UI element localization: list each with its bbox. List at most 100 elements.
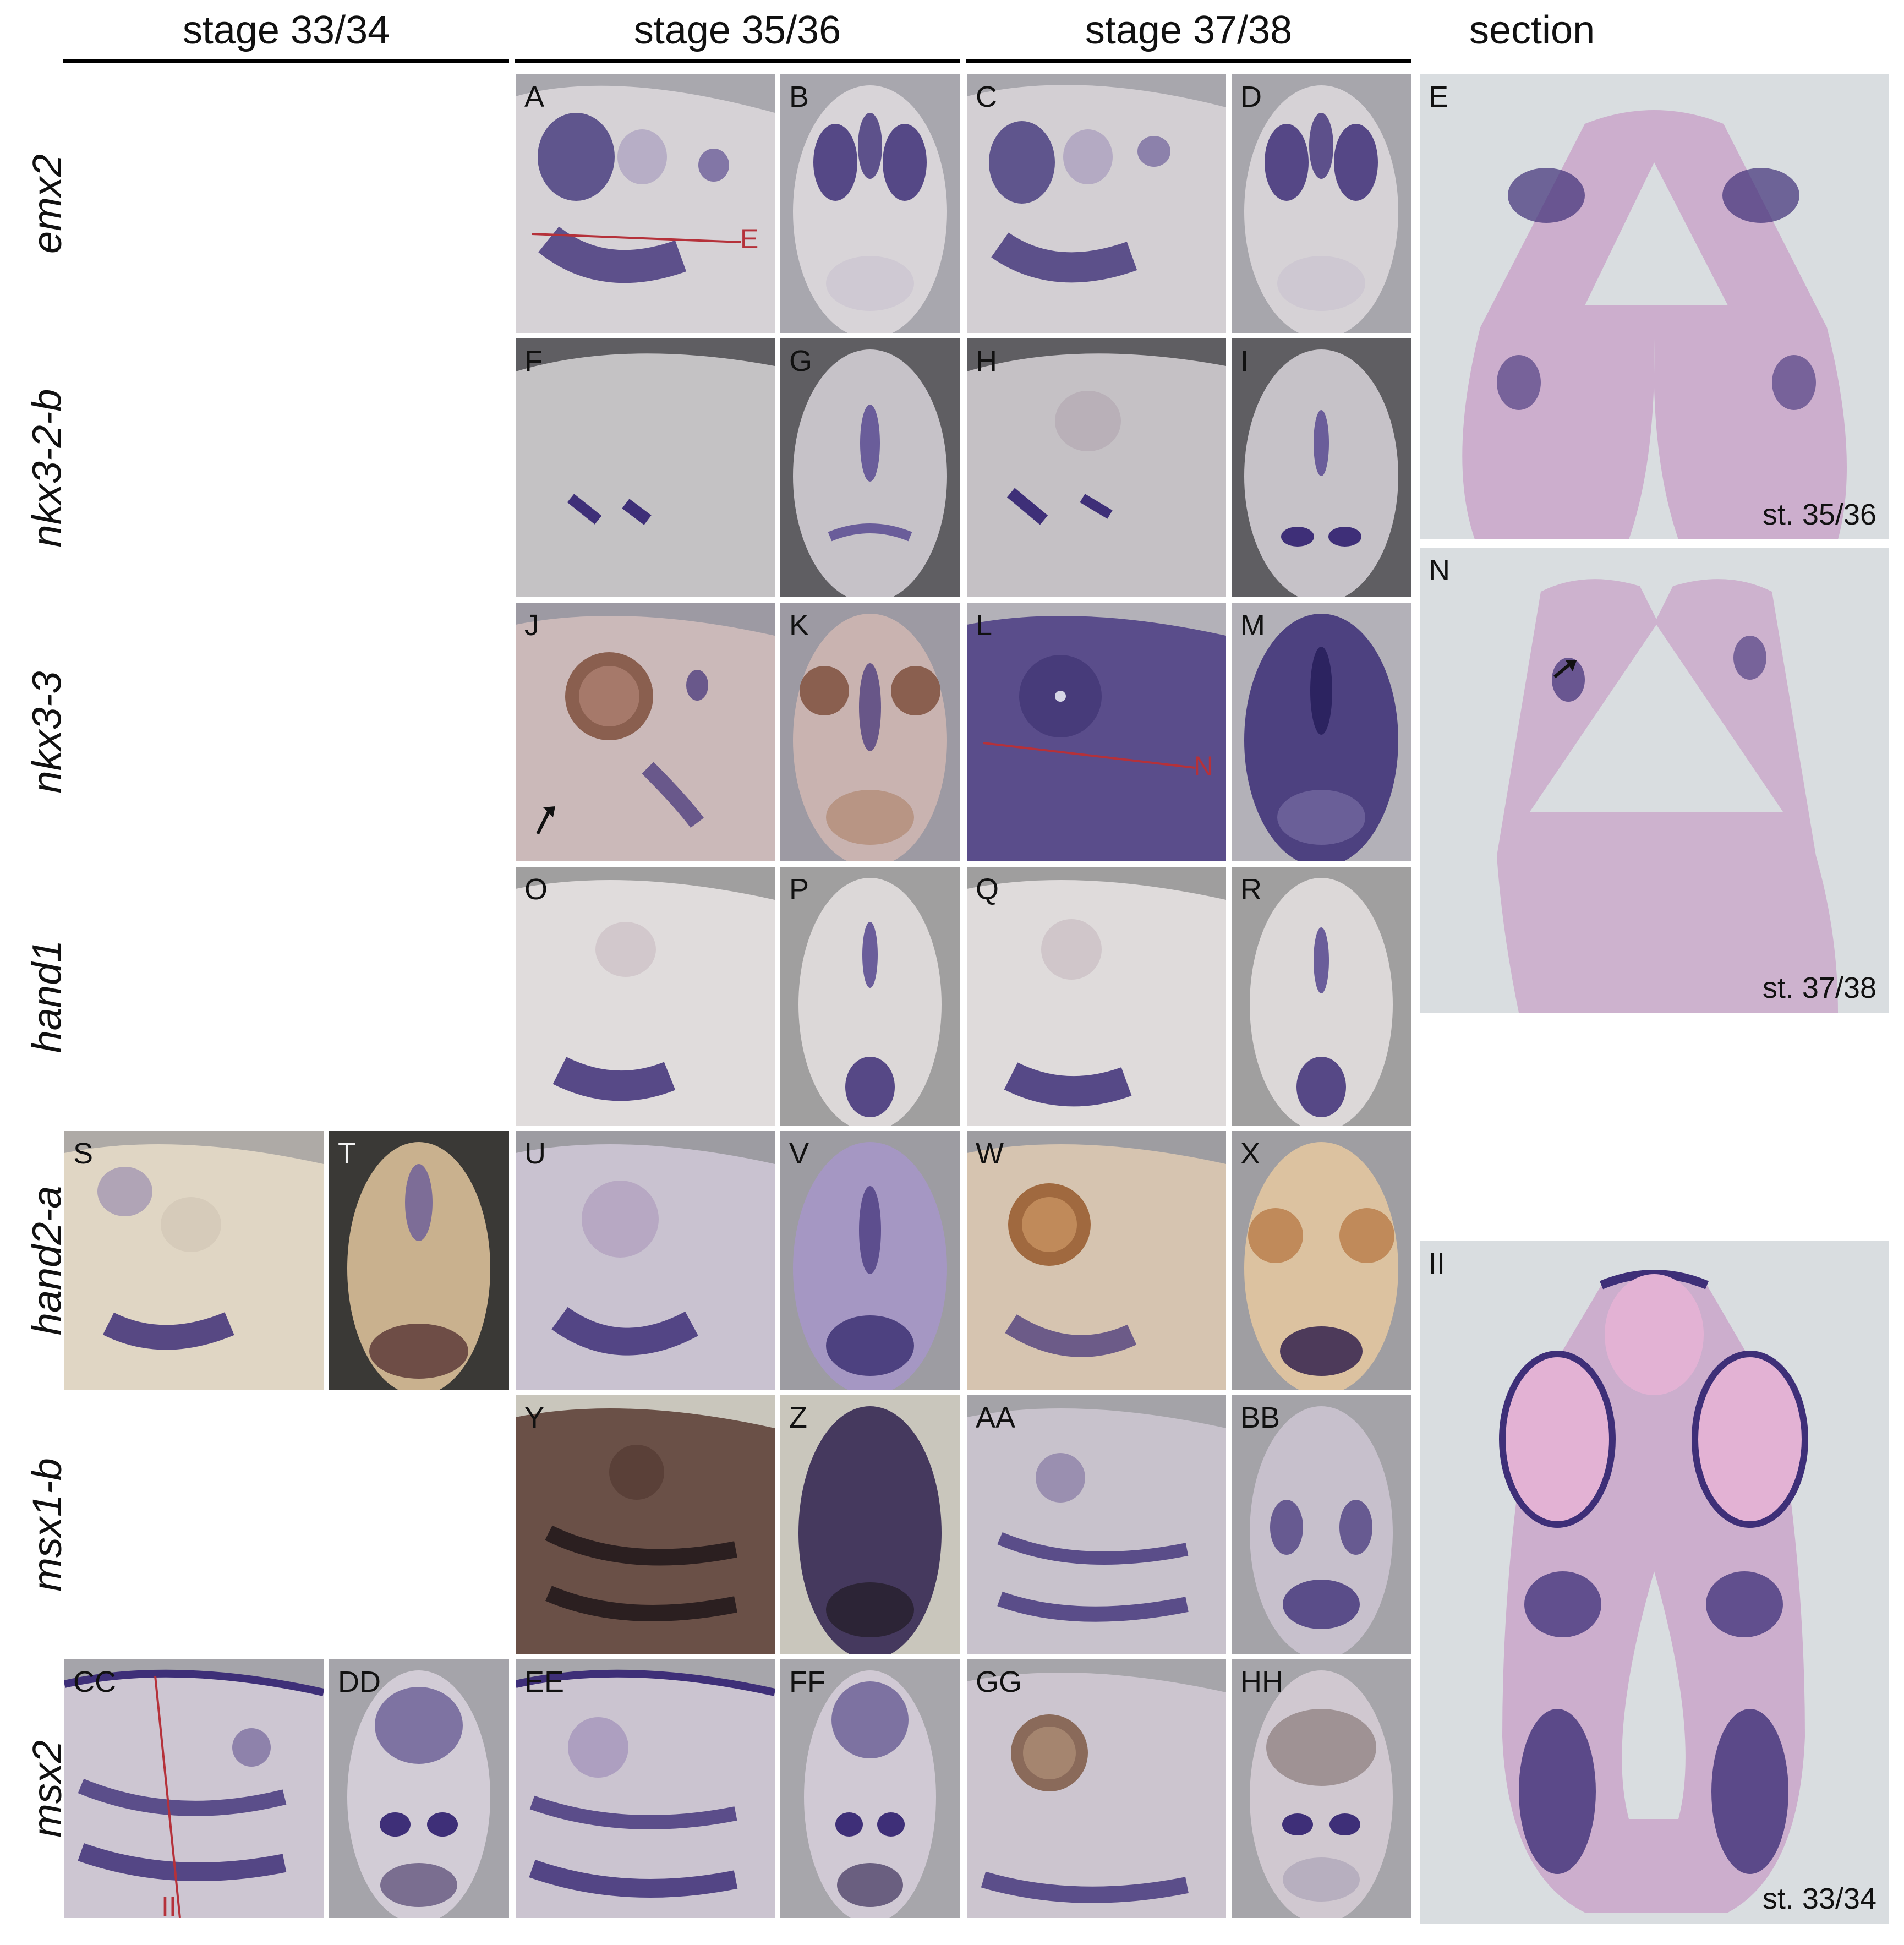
panel-Z-ventral: Z bbox=[780, 1395, 960, 1654]
panel-U-lateral: U bbox=[516, 1131, 775, 1390]
panel-B-ventral: B bbox=[780, 74, 960, 333]
panel-CC-lateral: CC II bbox=[64, 1659, 324, 1918]
embryo-ventral-image bbox=[1232, 1131, 1411, 1390]
panel-R-ventral: R bbox=[1232, 867, 1411, 1126]
panel-label: N bbox=[1429, 554, 1450, 587]
panel-label: K bbox=[789, 609, 809, 642]
section-stage-label: st. 33/34 bbox=[1762, 1882, 1876, 1915]
embryo-lateral-image bbox=[516, 603, 775, 861]
panel-label: F bbox=[524, 345, 543, 378]
embryo-ventral-image bbox=[1232, 603, 1411, 861]
embryo-ventral-image bbox=[1232, 74, 1411, 333]
embryo-lateral-image bbox=[516, 1131, 775, 1390]
panel-J-lateral: J bbox=[516, 603, 775, 861]
panel-II-section: II st. 33/34 bbox=[1420, 1241, 1889, 1924]
header-stage-35-36: stage 35/36 bbox=[633, 8, 841, 52]
section-image bbox=[1420, 74, 1889, 539]
section-plane-label-E: E bbox=[740, 223, 759, 254]
gene-label-emx2: emx2 bbox=[24, 154, 70, 254]
embryo-lateral-image bbox=[967, 1395, 1226, 1654]
panel-C-lateral: C bbox=[967, 74, 1226, 333]
header-rule-35-36 bbox=[515, 59, 960, 63]
panel-label: L bbox=[976, 609, 993, 642]
panel-S-lateral: S bbox=[64, 1131, 324, 1390]
panel-label: Z bbox=[789, 1401, 807, 1434]
panel-label: T bbox=[338, 1137, 356, 1170]
panel-E-section: E st. 35/36 bbox=[1420, 74, 1889, 539]
panel-EE-lateral: EE bbox=[516, 1659, 775, 1918]
embryo-lateral-image bbox=[64, 1659, 324, 1918]
embryo-ventral-image bbox=[1232, 867, 1411, 1126]
embryo-lateral-image bbox=[516, 338, 775, 597]
panel-label: Q bbox=[976, 873, 999, 906]
header-stage-37-38: stage 37/38 bbox=[1085, 8, 1293, 52]
panel-label: CC bbox=[73, 1665, 116, 1698]
section-plane-label-II: II bbox=[161, 1891, 177, 1918]
embryo-ventral-image bbox=[780, 74, 960, 333]
panel-label: AA bbox=[976, 1401, 1016, 1434]
embryo-lateral-image bbox=[967, 74, 1226, 333]
embryo-ventral-image bbox=[780, 338, 960, 597]
header-stage-33-34: stage 33/34 bbox=[182, 8, 390, 52]
section-image bbox=[1420, 548, 1889, 1013]
header-section: section bbox=[1469, 8, 1595, 52]
panel-label: HH bbox=[1240, 1665, 1283, 1698]
header-rule-33-34 bbox=[63, 59, 509, 63]
panel-O-lateral: O bbox=[516, 867, 775, 1126]
embryo-lateral-image bbox=[516, 1395, 775, 1654]
embryo-ventral-image bbox=[780, 1395, 960, 1654]
panel-X-ventral: X bbox=[1232, 1131, 1411, 1390]
embryo-lateral-image bbox=[516, 74, 775, 333]
panel-label: E bbox=[1429, 80, 1449, 113]
embryo-lateral-image bbox=[64, 1131, 324, 1390]
panel-label: U bbox=[524, 1137, 546, 1170]
panel-M-ventral: M bbox=[1232, 603, 1411, 861]
embryo-lateral-image bbox=[967, 338, 1226, 597]
embryo-ventral-image bbox=[780, 603, 960, 861]
panel-W-lateral: W bbox=[967, 1131, 1226, 1390]
panel-D-ventral: D bbox=[1232, 74, 1411, 333]
panel-label: S bbox=[73, 1137, 94, 1170]
embryo-ventral-image bbox=[780, 867, 960, 1126]
panel-I-ventral: I bbox=[1232, 338, 1411, 597]
panel-label: W bbox=[976, 1137, 1004, 1170]
embryo-ventral-image bbox=[780, 1659, 960, 1918]
panel-label: G bbox=[789, 345, 813, 378]
panel-label: A bbox=[524, 80, 545, 113]
panel-AA-lateral: AA bbox=[967, 1395, 1226, 1654]
panel-label: DD bbox=[338, 1665, 381, 1698]
panel-label: M bbox=[1240, 609, 1265, 642]
panel-FF-ventral: FF bbox=[780, 1659, 960, 1918]
panel-K-ventral: K bbox=[780, 603, 960, 861]
panel-DD-ventral: DD bbox=[329, 1659, 509, 1918]
panel-Y-lateral: Y bbox=[516, 1395, 775, 1654]
panel-label: D bbox=[1240, 80, 1262, 113]
embryo-ventral-image bbox=[329, 1659, 509, 1918]
panel-P-ventral: P bbox=[780, 867, 960, 1126]
embryo-ventral-image bbox=[1232, 338, 1411, 597]
embryo-ventral-image bbox=[780, 1131, 960, 1390]
gene-label-hand1: hand1 bbox=[24, 939, 70, 1053]
panel-BB-ventral: BB bbox=[1232, 1395, 1411, 1654]
panel-F-lateral: F bbox=[516, 338, 775, 597]
panel-H-lateral: H bbox=[967, 338, 1226, 597]
panel-Q-lateral: Q bbox=[967, 867, 1226, 1126]
gene-label-msx1-b: msx1-b bbox=[24, 1457, 70, 1592]
panel-label: V bbox=[789, 1137, 809, 1170]
panel-G-ventral: G bbox=[780, 338, 960, 597]
panel-A-lateral: A E bbox=[516, 74, 775, 333]
embryo-lateral-image bbox=[516, 1659, 775, 1918]
panel-label: EE bbox=[524, 1665, 565, 1698]
embryo-lateral-image bbox=[967, 867, 1226, 1126]
embryo-ventral-image bbox=[329, 1131, 509, 1390]
section-image bbox=[1420, 1241, 1889, 1924]
embryo-lateral-image bbox=[967, 1659, 1226, 1918]
section-plane-label-N: N bbox=[1194, 751, 1214, 782]
panel-label: P bbox=[789, 873, 809, 906]
panel-label: Y bbox=[524, 1401, 545, 1434]
panel-V-ventral: V bbox=[780, 1131, 960, 1390]
panel-label: H bbox=[976, 345, 997, 378]
section-stage-label: st. 37/38 bbox=[1762, 971, 1876, 1004]
panel-label: R bbox=[1240, 873, 1262, 906]
panel-N-section: N st. 37/38 bbox=[1420, 548, 1889, 1013]
